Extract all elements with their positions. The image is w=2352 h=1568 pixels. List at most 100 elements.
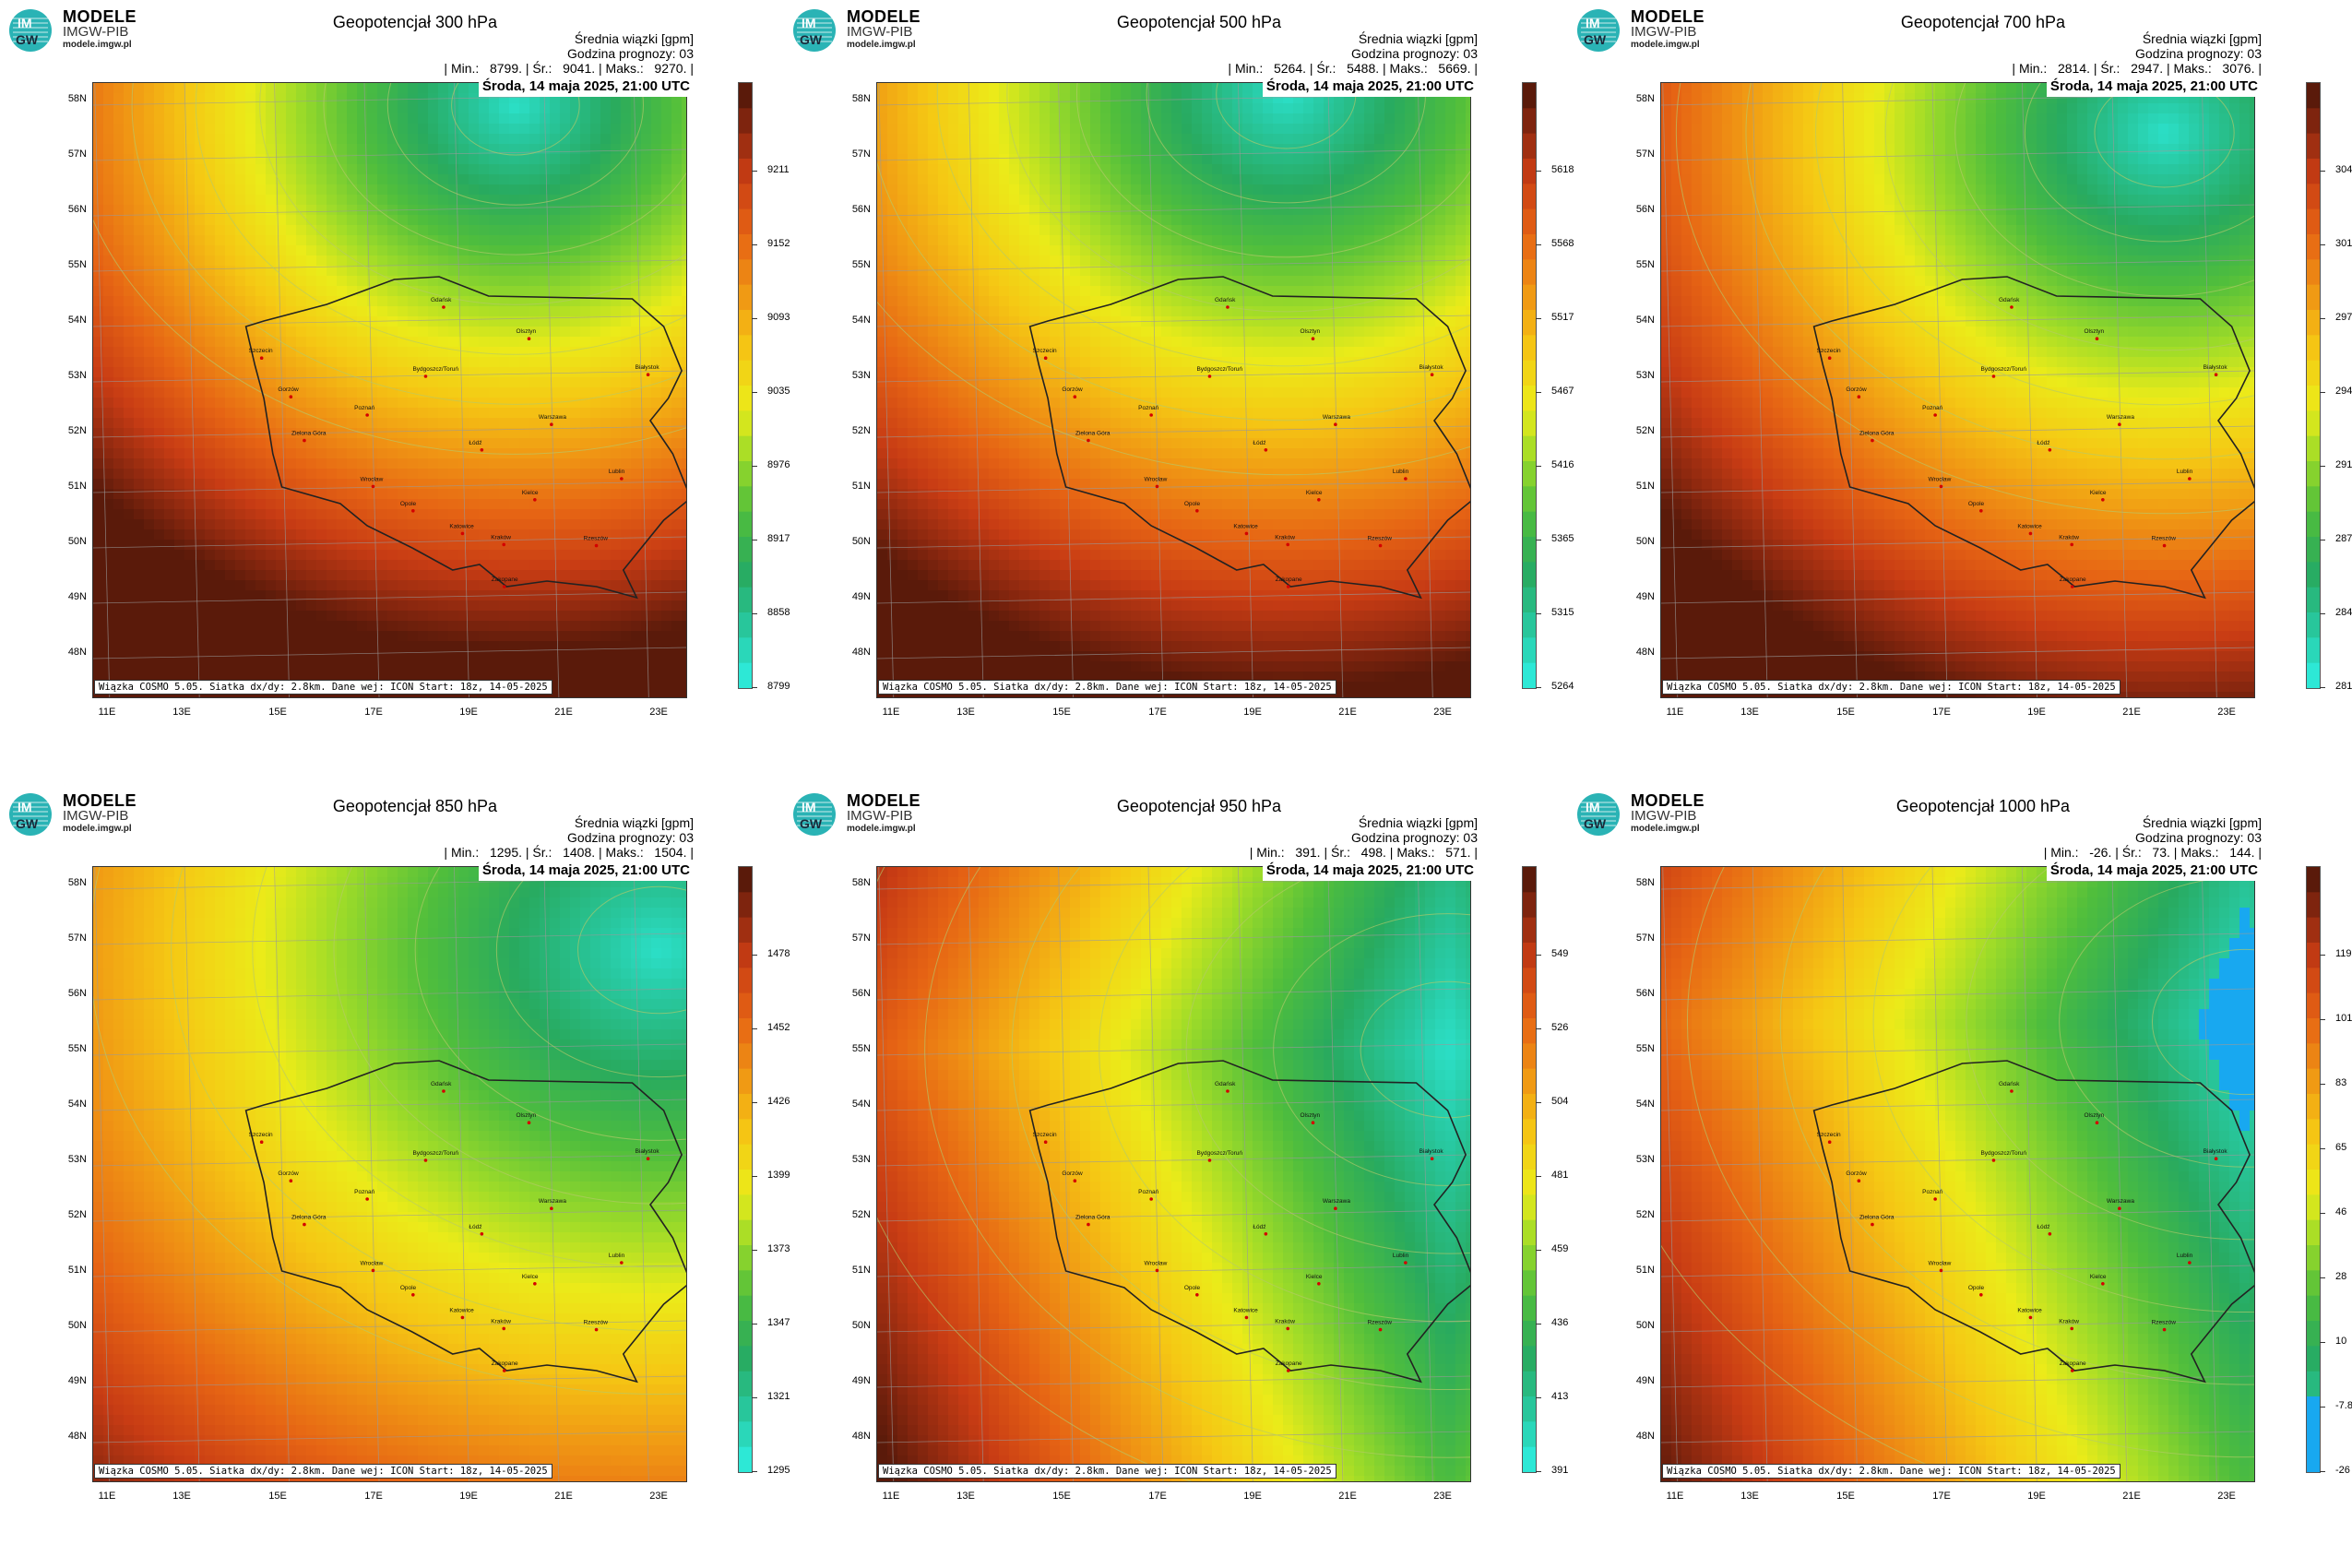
city-label: Lublin [609, 469, 625, 475]
latitude-label: 49N [55, 591, 87, 602]
latitude-label: 55N [839, 259, 871, 270]
stats-line: | Min.: 1295. | Śr.: 1408. | Maks.: 1504… [444, 845, 694, 860]
city-label: Kielce [522, 490, 539, 496]
colorbar-label: 549 [1551, 948, 1568, 959]
city-marker [1073, 1179, 1077, 1182]
city-label: Warszawa [539, 1198, 566, 1205]
city-marker [2070, 542, 2074, 547]
city-label: Szczecin [1033, 1132, 1057, 1138]
city-marker [365, 413, 369, 417]
colorbar-tick [752, 1102, 757, 1103]
city-marker [303, 438, 306, 443]
latitude-label: 52N [1623, 425, 1655, 436]
city-marker [1149, 413, 1153, 417]
longitude-label: 13E [1731, 707, 1768, 718]
colorbar-label: 2879 [2335, 533, 2352, 544]
city-label: Kraków [2059, 1318, 2079, 1324]
city-label: Zielona Góra [291, 431, 327, 437]
badge-top-text: IM [802, 16, 816, 30]
longitude-label: 23E [640, 707, 677, 718]
colorbar-tick [2320, 955, 2325, 956]
city-label: Olsztyn [2085, 328, 2105, 335]
city-label: Zielona Góra [1859, 1215, 1895, 1221]
city-marker [442, 1089, 445, 1093]
city-marker [550, 422, 553, 427]
colorbar-tick [2320, 392, 2325, 393]
city-label: Lublin [2177, 469, 2193, 475]
city-label: Rzeszów [1368, 1320, 1393, 1326]
city-label: Olsztyn [517, 1112, 537, 1119]
poland-border [244, 1060, 686, 1384]
logo-url: modele.imgw.pl [1631, 40, 1700, 50]
colorbar-label: 9152 [767, 238, 790, 249]
colorbar-tick [752, 1397, 757, 1398]
panel-title: Geopotencjał 700 hPa [1799, 13, 2168, 32]
logo-org: IMGW-PIB [847, 24, 912, 40]
city-label: Białystok [636, 1148, 660, 1155]
panel-title: Geopotencjał 300 hPa [231, 13, 600, 32]
city-marker [1939, 484, 1943, 489]
latitude-label: 53N [55, 1154, 87, 1165]
colorbar-tick [2320, 1084, 2325, 1085]
city-label: Opole [1968, 1285, 1985, 1291]
colorbar-label: 28 [2335, 1271, 2346, 1282]
stats-line: | Min.: 8799. | Śr.: 9041. | Maks.: 9270… [444, 61, 694, 76]
longitude-label: 21E [545, 1491, 582, 1502]
valid-date: Środa, 14 maja 2025, 21:00 UTC [2046, 861, 2262, 881]
city-marker [411, 509, 415, 513]
colorbar-label: 3010 [2335, 238, 2352, 249]
geopotential-map: Gdańsk Olsztyn Białystok Szczecin Bydgoszcz/… [92, 866, 687, 1482]
city-marker [2070, 1369, 2074, 1372]
city-label: Zakopane [1276, 1360, 1302, 1367]
geopotential-map: Gdańsk Olsztyn Białystok Szczecin Bydgoszcz/… [92, 82, 687, 698]
unit-line: Średnia wiązki [gpm] [444, 31, 694, 46]
city-label: Olsztyn [517, 328, 537, 335]
colorbar-tick [1536, 244, 1541, 245]
badge-top-text: IM [18, 16, 32, 30]
city-label: Kraków [491, 534, 511, 540]
city-marker [1933, 413, 1937, 417]
city-label: Wrocław [1928, 1260, 1951, 1266]
badge-bottom-text: GW [1584, 816, 1607, 831]
colorbar-label: 8858 [767, 607, 790, 618]
colorbar-tick [2320, 244, 2325, 245]
latitude-label: 50N [1623, 536, 1655, 547]
latitude-label: 48N [55, 647, 87, 658]
longitude-label: 15E [1827, 707, 1864, 718]
city-label: Poznań [354, 1189, 374, 1195]
city-label: Opole [400, 501, 417, 507]
colorbar-label: 83 [2335, 1077, 2346, 1088]
city-marker [1286, 1369, 1290, 1372]
latitude-label: 51N [839, 481, 871, 492]
poland-border [1028, 276, 1470, 600]
longitude-label: 15E [1043, 1491, 1080, 1502]
latitude-label: 53N [55, 370, 87, 381]
colorbar-label: 459 [1551, 1243, 1568, 1254]
imgw-logo: IM GW MODELE IMGW-PIB modele.imgw.pl [1575, 7, 1760, 53]
city-marker [527, 1121, 531, 1124]
panel-title: Geopotencjał 1000 hPa [1799, 797, 2168, 816]
model-footnote: Wiązka COSMO 5.05. Siatka dx/dy: 2.8km. … [94, 680, 552, 695]
valid-date: Środa, 14 maja 2025, 21:00 UTC [478, 77, 694, 97]
latitude-label: 52N [839, 1209, 871, 1220]
latitude-label: 52N [1623, 1209, 1655, 1220]
colorbar-label: 2847 [2335, 607, 2352, 618]
poland-border [1812, 1060, 2254, 1384]
city-label: Wrocław [1144, 476, 1167, 482]
city-label: Warszawa [2107, 1198, 2134, 1205]
colorbar-label: 5618 [1551, 164, 1574, 175]
longitude-label: 13E [947, 1491, 984, 1502]
city-marker [423, 374, 428, 378]
colorbar-label: 5517 [1551, 312, 1574, 323]
city-marker [460, 1315, 465, 1320]
panel-title: Geopotencjał 500 hPa [1015, 13, 1384, 32]
city-marker [365, 1197, 369, 1201]
logo-org: IMGW-PIB [1631, 808, 1696, 824]
city-label: Bydgoszcz/Toruń [1196, 366, 1242, 373]
forecast-panel: IM GW MODELE IMGW-PIB modele.imgw.pl Geopoten… [1568, 784, 2352, 1568]
city-label: Katowice [2017, 523, 2042, 529]
latitude-label: 49N [1623, 1375, 1655, 1386]
longitude-label: 11E [89, 707, 125, 718]
city-label: Opole [1968, 501, 1985, 507]
latitude-label: 50N [55, 1320, 87, 1331]
